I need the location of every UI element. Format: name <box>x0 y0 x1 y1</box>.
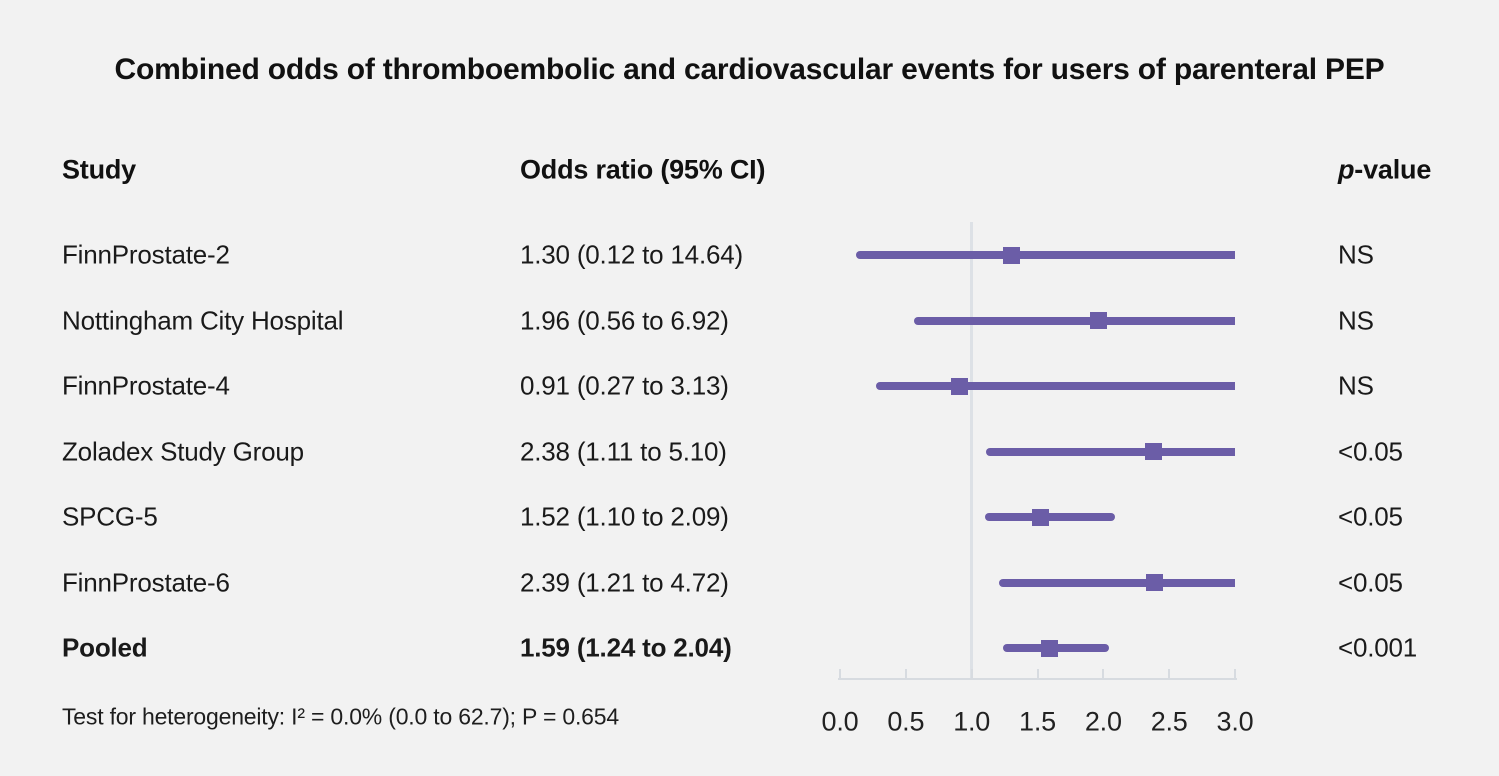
x-axis-line <box>838 678 1237 680</box>
x-axis-tick-label: 1.5 <box>1019 706 1056 737</box>
study-label: FinnProstate-2 <box>62 239 230 270</box>
x-axis-tick-label: 0.0 <box>821 706 859 737</box>
odds-ratio-marker <box>1146 574 1164 591</box>
x-axis-tick <box>839 669 841 678</box>
x-axis-tick <box>1102 669 1105 678</box>
study-label: FinnProstate-6 <box>62 567 230 597</box>
x-axis-tick <box>1234 669 1236 678</box>
x-axis-tick-label: 1.0 <box>953 706 991 737</box>
study-label: SPCG-5 <box>62 501 158 532</box>
p-value-header-rest: -value <box>1354 154 1432 185</box>
x-axis-tick-label: 3.0 <box>1216 706 1254 737</box>
p-value-label: <0.05 <box>1338 567 1403 597</box>
odds-ratio-label: 2.39 (1.21 to 4.72) <box>520 567 729 597</box>
p-value-label: <0.05 <box>1338 436 1403 466</box>
odds-ratio-label: 1.52 (1.10 to 2.09) <box>520 501 729 532</box>
x-axis-tick <box>1168 669 1171 678</box>
odds-ratio-label: 1.30 (0.12 to 14.64) <box>520 239 743 270</box>
heterogeneity-note: Test for heterogeneity: I² = 0.0% (0.0 t… <box>62 703 619 730</box>
p-value-label: NS <box>1338 305 1374 335</box>
x-axis-tick <box>904 669 907 678</box>
chart-title: Combined odds of thromboembolic and card… <box>114 53 1385 86</box>
column-header-p-value: p-value <box>1338 155 1431 186</box>
p-value-label: NS <box>1338 239 1374 270</box>
confidence-interval-line <box>986 447 1235 456</box>
odds-ratio-label: 0.91 (0.27 to 3.13) <box>520 370 729 401</box>
study-label: Zoladex Study Group <box>62 436 304 466</box>
confidence-interval-line <box>984 513 1116 521</box>
odds-ratio-marker <box>1031 508 1049 526</box>
odds-ratio-label: 2.38 (1.11 to 5.10) <box>520 436 727 466</box>
p-value-label: <0.05 <box>1338 501 1403 532</box>
x-axis-tick <box>1036 669 1039 678</box>
study-label: Pooled <box>62 632 148 663</box>
column-header-odds-ratio: Odds ratio (95% CI) <box>520 154 766 185</box>
x-axis-tick <box>970 669 973 678</box>
study-label: FinnProstate-4 <box>62 370 230 401</box>
odds-ratio-label: 1.96 (0.56 to 6.92) <box>520 305 729 335</box>
confidence-interval-line <box>875 382 1235 390</box>
reference-line <box>970 222 974 680</box>
odds-ratio-marker <box>1089 312 1107 329</box>
x-axis-tick-label: 2.5 <box>1150 706 1188 737</box>
odds-ratio-label: 1.59 (1.24 to 2.04) <box>520 632 732 663</box>
confidence-interval-line <box>855 251 1235 259</box>
confidence-interval-line <box>999 578 1235 587</box>
x-axis-tick-label: 2.0 <box>1084 706 1122 737</box>
confidence-interval-line <box>913 316 1235 325</box>
odds-ratio-marker <box>1040 639 1058 657</box>
odds-ratio-marker <box>1144 443 1162 460</box>
p-value-header-italic-p: p <box>1338 154 1355 185</box>
x-axis-tick-label: 0.5 <box>887 706 925 737</box>
odds-ratio-marker <box>951 377 969 395</box>
column-header-study: Study <box>62 154 137 185</box>
odds-ratio-marker <box>1002 246 1020 264</box>
study-label: Nottingham City Hospital <box>62 305 344 335</box>
p-value-label: <0.001 <box>1338 632 1418 663</box>
p-value-label: NS <box>1338 370 1374 401</box>
